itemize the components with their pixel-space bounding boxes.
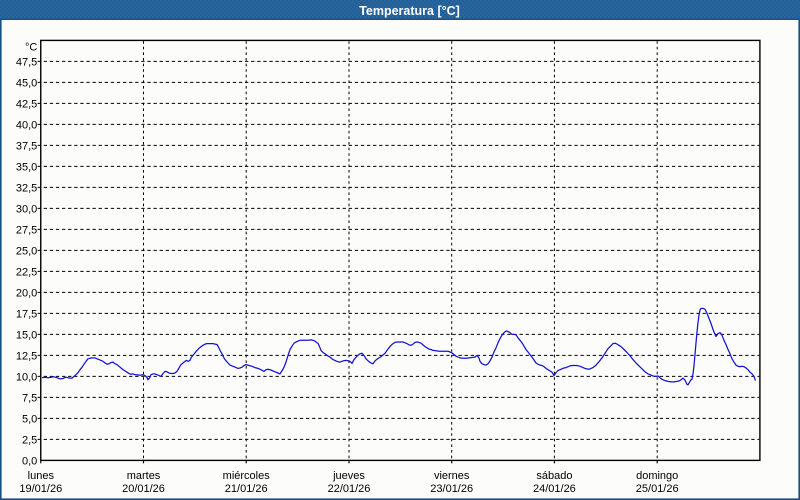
svg-text:22,5: 22,5 — [16, 267, 37, 279]
svg-text:24/01/26: 24/01/26 — [533, 483, 576, 495]
svg-text:2,5: 2,5 — [22, 435, 37, 447]
svg-text:Temperatura [°C]: Temperatura [°C] — [359, 4, 460, 18]
svg-text:23/01/26: 23/01/26 — [430, 483, 473, 495]
svg-text:7,5: 7,5 — [22, 393, 37, 405]
svg-text:37,5: 37,5 — [16, 141, 37, 153]
svg-text:5,0: 5,0 — [22, 414, 37, 426]
svg-text:47,5: 47,5 — [16, 57, 37, 69]
svg-text:35,0: 35,0 — [16, 162, 37, 174]
svg-text:45,0: 45,0 — [16, 78, 37, 90]
svg-text:40,0: 40,0 — [16, 120, 37, 132]
svg-text:sábado: sábado — [536, 470, 572, 482]
svg-text:lunes: lunes — [28, 470, 55, 482]
svg-text:27,5: 27,5 — [16, 225, 37, 237]
svg-text:martes: martes — [127, 470, 161, 482]
svg-text:32,5: 32,5 — [16, 183, 37, 195]
svg-text:°C: °C — [25, 42, 37, 54]
svg-text:viernes: viernes — [434, 470, 470, 482]
svg-text:20,0: 20,0 — [16, 288, 37, 300]
svg-text:22/01/26: 22/01/26 — [328, 483, 371, 495]
svg-text:12,5: 12,5 — [16, 351, 37, 363]
svg-text:20/01/26: 20/01/26 — [122, 483, 165, 495]
svg-text:10,0: 10,0 — [16, 372, 37, 384]
svg-text:17,5: 17,5 — [16, 309, 37, 321]
svg-text:42,5: 42,5 — [16, 99, 37, 111]
svg-text:15,0: 15,0 — [16, 330, 37, 342]
svg-text:19/01/26: 19/01/26 — [19, 483, 62, 495]
svg-text:0,0: 0,0 — [22, 456, 37, 468]
svg-text:25/01/26: 25/01/26 — [636, 483, 679, 495]
svg-text:25,0: 25,0 — [16, 246, 37, 258]
svg-text:30,0: 30,0 — [16, 204, 37, 216]
svg-text:domingo: domingo — [636, 470, 678, 482]
svg-text:miércoles: miércoles — [223, 470, 271, 482]
svg-text:jueves: jueves — [332, 470, 365, 482]
svg-text:21/01/26: 21/01/26 — [225, 483, 268, 495]
